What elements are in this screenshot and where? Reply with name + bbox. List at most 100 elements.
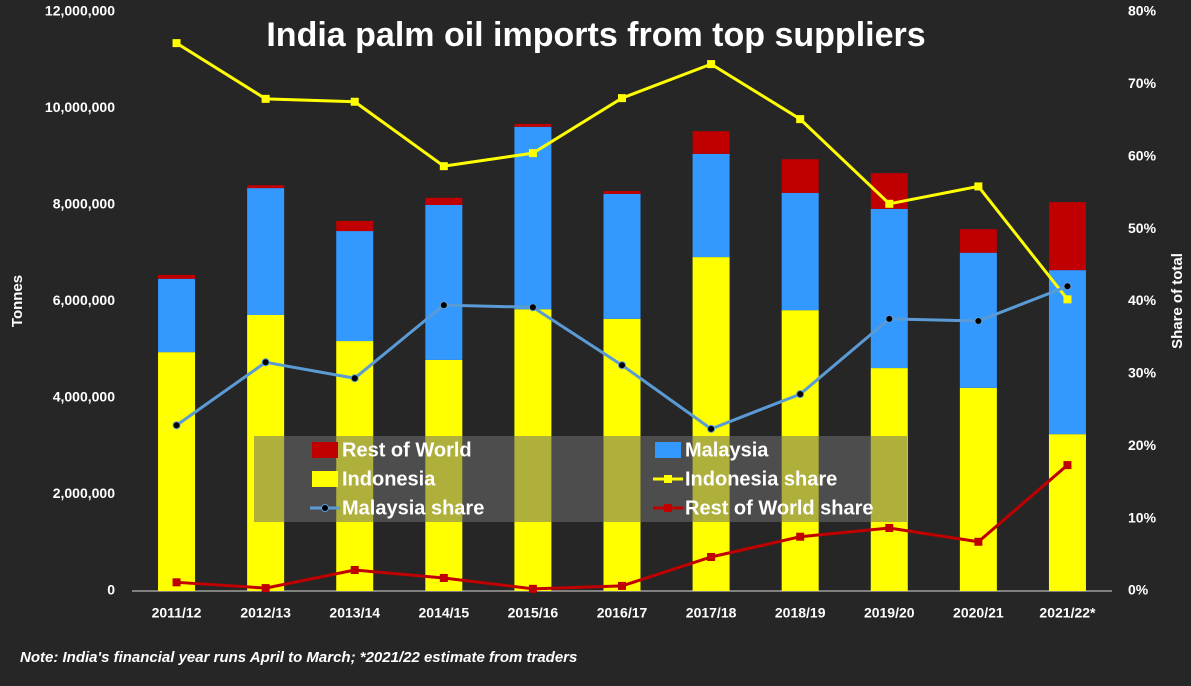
line-marker [885, 314, 894, 323]
y-tick-label: 0 [107, 582, 115, 598]
line-marker [261, 584, 270, 593]
line-marker [528, 303, 537, 312]
line-marker [618, 94, 626, 103]
footnote: Note: India's financial year runs April … [20, 649, 577, 666]
bar-segment [158, 274, 196, 279]
line-marker [350, 374, 359, 383]
line-marker [885, 199, 894, 208]
y2-tick-label: 40% [1128, 292, 1157, 308]
legend-label: Rest of World [342, 439, 472, 461]
y2-tick-label: 80% [1128, 3, 1157, 19]
legend-swatch [312, 471, 338, 487]
line-marker [439, 573, 448, 582]
bar-segment [603, 193, 641, 319]
line-marker [618, 581, 626, 590]
x-tick-label: 2018/19 [775, 605, 826, 621]
line-marker [707, 60, 716, 69]
bar-segment [336, 231, 374, 342]
line-marker [974, 317, 983, 326]
legend-marker [321, 504, 329, 512]
bar-segment [692, 131, 730, 154]
bar-segment [959, 387, 997, 591]
bar-segment [158, 278, 196, 353]
line-marker [707, 424, 716, 433]
legend-label: Rest of World share [685, 497, 874, 519]
bar-segment [781, 159, 819, 193]
legend-swatch [312, 442, 338, 458]
x-tick-label: 2021/22* [1039, 605, 1096, 621]
bar-segment [1048, 202, 1086, 271]
line-marker [350, 97, 359, 106]
x-tick-label: 2020/21 [953, 605, 1004, 621]
legend-label: Indonesia [342, 468, 436, 490]
line-marker [974, 182, 983, 191]
bar-segment [514, 123, 552, 127]
bar-segment [425, 205, 463, 360]
chart-title: India palm oil imports from top supplier… [266, 16, 925, 54]
line-marker [1063, 295, 1072, 304]
x-tick-label: 2014/15 [419, 605, 470, 621]
y-axis-title: Tonnes [9, 275, 26, 327]
bar-segment [425, 197, 463, 205]
x-tick-label: 2017/18 [686, 605, 737, 621]
x-tick-label: 2013/14 [329, 605, 380, 621]
legend-label: Indonesia share [685, 468, 837, 490]
line-marker [796, 532, 805, 541]
line-marker [528, 149, 537, 158]
legend-box [254, 436, 907, 522]
bar-segment [870, 208, 908, 369]
x-tick-label: 2019/20 [864, 605, 915, 621]
bar-segment [247, 185, 285, 189]
line-marker [261, 94, 270, 103]
line-marker [528, 584, 537, 593]
y2-tick-label: 50% [1128, 220, 1157, 236]
x-tick-label: 2015/16 [508, 605, 559, 621]
line-marker [172, 39, 181, 48]
legend-label: Malaysia share [342, 497, 484, 519]
line-marker [618, 361, 626, 370]
y2-tick-label: 0% [1128, 582, 1149, 598]
y-tick-label: 8,000,000 [53, 196, 115, 212]
line-marker [885, 524, 894, 533]
line-marker [796, 390, 805, 399]
y-tick-label: 2,000,000 [53, 485, 115, 501]
y-tick-label: 4,000,000 [53, 389, 115, 405]
bar-segment [1048, 434, 1086, 591]
x-tick-label: 2016/17 [597, 605, 648, 621]
legend-swatch [655, 442, 681, 458]
x-tick-label: 2011/12 [152, 605, 202, 621]
line-marker [439, 301, 448, 310]
line-marker [1063, 282, 1072, 291]
bar-segment [692, 153, 730, 258]
line-marker [796, 115, 805, 124]
line-marker [1063, 461, 1072, 470]
line-marker [707, 552, 716, 561]
y2-tick-label: 20% [1128, 437, 1157, 453]
bar-segment [514, 126, 552, 310]
y2-tick-label: 60% [1128, 147, 1157, 163]
y2-tick-label: 70% [1128, 75, 1157, 91]
line-marker [172, 421, 181, 430]
line-marker [261, 358, 270, 367]
bar-segment [1048, 270, 1086, 435]
bar-segment [158, 352, 196, 591]
x-tick-label: 2012/13 [240, 605, 291, 621]
y-tick-label: 10,000,000 [45, 99, 115, 115]
line-marker [974, 537, 983, 546]
line-marker [172, 578, 181, 587]
line-marker [350, 566, 359, 575]
y-tick-label: 12,000,000 [45, 3, 115, 19]
bar-segment [247, 188, 285, 316]
legend-marker [664, 475, 672, 483]
y-tick-label: 6,000,000 [53, 292, 115, 308]
y2-axis-title: Share of total [1169, 253, 1186, 349]
bar-segment [336, 220, 374, 232]
bar-segment [781, 192, 819, 311]
y2-tick-label: 10% [1128, 509, 1157, 525]
legend-marker [664, 504, 672, 512]
y2-tick-label: 30% [1128, 365, 1157, 381]
bar-segment [603, 191, 641, 194]
bar-segment [959, 229, 997, 253]
